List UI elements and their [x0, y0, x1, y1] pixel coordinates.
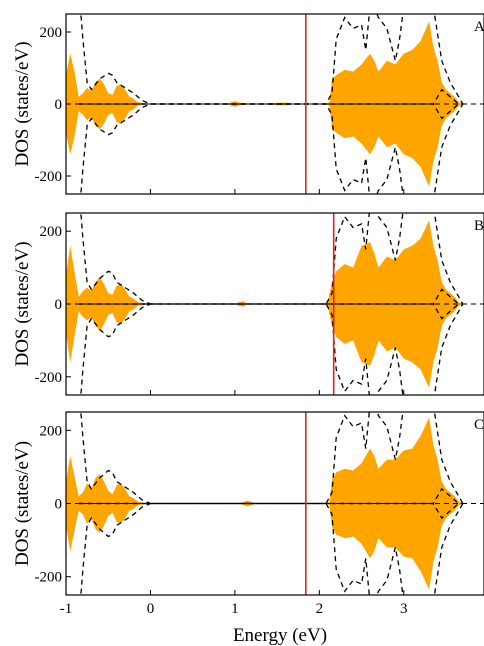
x-tick-label: 2 [316, 601, 324, 617]
panel-plot-area [66, 213, 484, 395]
x-tick-label: 1 [231, 601, 239, 617]
panel-label: B [474, 218, 484, 234]
y-tick-label: 200 [40, 423, 63, 439]
x-axis-label: Energy (eV) [233, 625, 327, 646]
y-tick-label: -200 [35, 570, 63, 586]
x-tick-label: 3 [400, 601, 408, 617]
y-tick-label: 200 [40, 224, 63, 240]
panel-label: C [474, 417, 484, 433]
x-tick-label: -1 [60, 601, 73, 617]
y-tick-label: -200 [35, 370, 63, 386]
x-tick-labels: -1 0 1 2 3 [60, 601, 408, 617]
y-tick-label: 0 [55, 97, 63, 113]
y-axis-label: DOS (states/eV) [12, 441, 33, 566]
y-tick-label: 0 [55, 297, 63, 313]
dashed-curve-lower-outer [79, 502, 464, 595]
y-tick-label: 0 [55, 497, 63, 513]
panel-label: A [474, 19, 484, 35]
dashed-curve-upper-outer [79, 412, 464, 505]
panel-plot-area [66, 14, 484, 194]
panel-plot-area [66, 412, 484, 595]
y-tick-label: 200 [40, 25, 63, 41]
y-tick-label: -200 [35, 169, 63, 185]
y-axis-label: DOS (states/eV) [12, 41, 33, 166]
dashed-curve-upper-outer [79, 14, 464, 105]
dashed-curve-upper-outer [79, 213, 464, 305]
y-axis-label: DOS (states/eV) [12, 241, 33, 366]
dashed-curve-lower-outer [79, 303, 464, 395]
x-tick-label: 0 [147, 601, 155, 617]
dashed-curve-lower-outer [79, 103, 464, 194]
